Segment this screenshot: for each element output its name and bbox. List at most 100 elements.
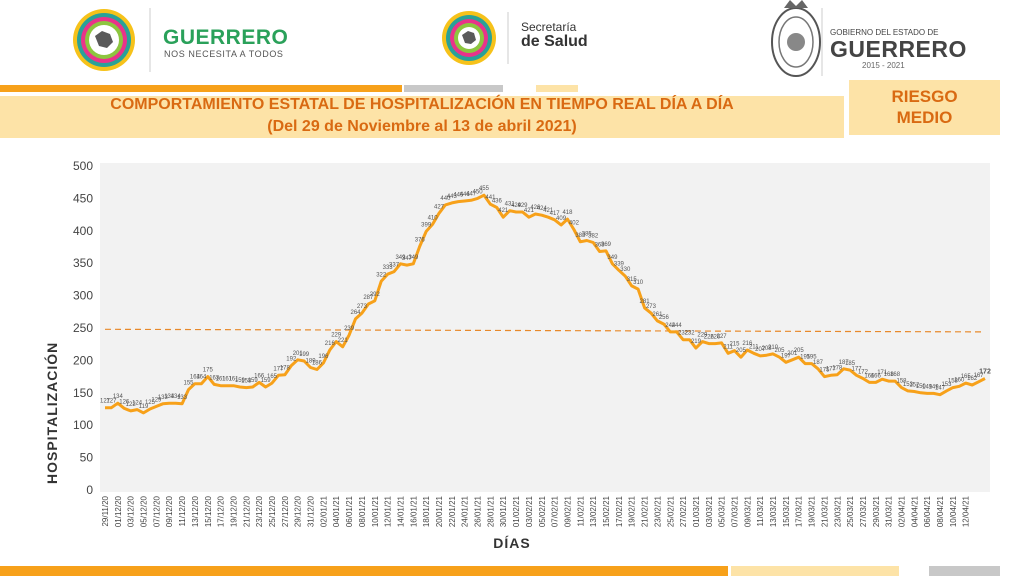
data-label: 159: [261, 378, 272, 384]
x-tick-label: 05/03/21: [718, 495, 727, 527]
y-axis: 0 50 100 150 200 250 300 350 400 450 500: [73, 159, 93, 497]
data-label: 450: [473, 189, 484, 195]
data-label: 166: [871, 373, 882, 379]
data-label: 382: [588, 233, 599, 239]
data-label: 322: [376, 272, 387, 278]
data-label: 281: [640, 299, 651, 305]
data-label: 177: [273, 366, 284, 372]
data-label: 166: [254, 373, 265, 379]
data-label: 149: [929, 384, 940, 390]
data-label: 133: [177, 395, 188, 401]
risk-label-line1: RIESGO: [891, 87, 958, 106]
data-label: 421: [524, 208, 535, 214]
data-label: 426: [530, 205, 541, 211]
data-label: 167: [974, 373, 985, 379]
data-label: 147: [935, 386, 946, 392]
x-tick-label: 09/12/20: [165, 495, 174, 527]
data-label: 232: [678, 331, 689, 337]
data-label: 159: [248, 378, 259, 384]
x-tick-label: 19/02/21: [628, 495, 637, 527]
data-label: 402: [569, 221, 580, 227]
data-label: 349: [408, 255, 419, 261]
gobierno-line2: GUERRERO: [830, 36, 967, 62]
data-label: 447: [466, 191, 477, 197]
data-label: 441: [485, 195, 496, 201]
salud-ribbon-logo: [442, 11, 496, 65]
y-tick-label: 150: [73, 386, 93, 400]
data-label: 134: [113, 394, 124, 400]
data-label: 171: [877, 370, 888, 376]
data-label: 175: [819, 368, 830, 374]
x-tick-label: 27/02/21: [679, 495, 688, 527]
x-tick-label: 19/12/20: [229, 495, 238, 527]
x-tick-label: 23/02/21: [653, 495, 662, 527]
data-label: 152: [909, 383, 920, 389]
accent-band-light: [536, 85, 578, 92]
data-label: 205: [736, 348, 747, 354]
x-tick-label: 11/02/21: [576, 495, 585, 526]
x-tick-label: 10/04/21: [949, 495, 958, 527]
data-label: 256: [659, 315, 670, 321]
data-label: 315: [627, 277, 638, 283]
data-label: 376: [415, 237, 426, 243]
data-label: 216: [742, 341, 753, 347]
data-label: 164: [190, 375, 201, 381]
data-label: 175: [203, 368, 214, 374]
data-label: 410: [428, 215, 439, 221]
data-label: 417: [550, 211, 561, 217]
y-tick-label: 500: [73, 159, 93, 173]
data-label: 221: [338, 338, 349, 344]
title-background: [0, 96, 844, 138]
accent-band-gray: [404, 85, 503, 92]
data-label: 186: [312, 360, 323, 366]
y-tick-label: 0: [86, 483, 93, 497]
x-tick-label: 17/12/20: [217, 495, 226, 527]
data-label: 369: [601, 242, 612, 248]
data-label: 161: [216, 377, 227, 383]
y-tick-label: 50: [80, 451, 94, 465]
data-label: 455: [479, 186, 490, 192]
x-tick-label: 25/03/21: [846, 495, 855, 527]
data-label: 244: [672, 323, 683, 329]
data-label: 172: [979, 369, 991, 376]
data-label: 421: [498, 208, 509, 214]
x-tick-label: 01/02/21: [512, 495, 521, 527]
data-label: 158: [896, 379, 907, 385]
data-label: 261: [652, 312, 663, 318]
x-tick-label: 01/12/20: [114, 495, 123, 527]
x-tick-label: 15/12/20: [204, 495, 213, 527]
data-label: 205: [774, 348, 785, 354]
reference-line: [104, 328, 986, 333]
data-label: 287: [363, 295, 374, 301]
x-tick-label: 18/01/21: [422, 495, 431, 527]
data-label: 273: [357, 304, 368, 310]
data-label: 127: [106, 399, 117, 405]
x-tick-label: 12/04/21: [962, 495, 971, 527]
data-label: 162: [967, 376, 978, 382]
data-label: 187: [839, 360, 850, 366]
data-label: 134: [164, 394, 175, 400]
x-tick-label: 03/12/20: [127, 495, 136, 527]
data-label: 226: [710, 335, 721, 341]
x-tick-label: 09/03/21: [743, 495, 752, 527]
x-axis-label: DÍAS: [493, 535, 530, 551]
x-tick-label: 20/01/21: [435, 495, 444, 527]
data-label: 211: [723, 344, 733, 350]
x-tick-label: 01/03/21: [692, 495, 701, 527]
data-label: 244: [665, 323, 676, 329]
data-label: 219: [691, 339, 702, 345]
y-tick-label: 350: [73, 256, 93, 270]
data-label: 201: [293, 351, 304, 357]
x-tick-label: 09/02/21: [563, 495, 572, 527]
data-label: 229: [331, 333, 342, 339]
data-label: 418: [562, 210, 573, 216]
x-tick-label: 10/01/21: [371, 495, 380, 527]
y-tick-label: 400: [73, 224, 93, 238]
x-tick-label: 13/02/21: [589, 495, 598, 527]
x-tick-label: 11/03/21: [756, 495, 765, 526]
data-label: 168: [890, 372, 901, 378]
data-label: 155: [183, 381, 194, 387]
x-tick-label: 14/01/21: [396, 495, 405, 527]
data-label: 385: [582, 232, 593, 238]
x-tick-label: 17/02/21: [615, 495, 624, 527]
